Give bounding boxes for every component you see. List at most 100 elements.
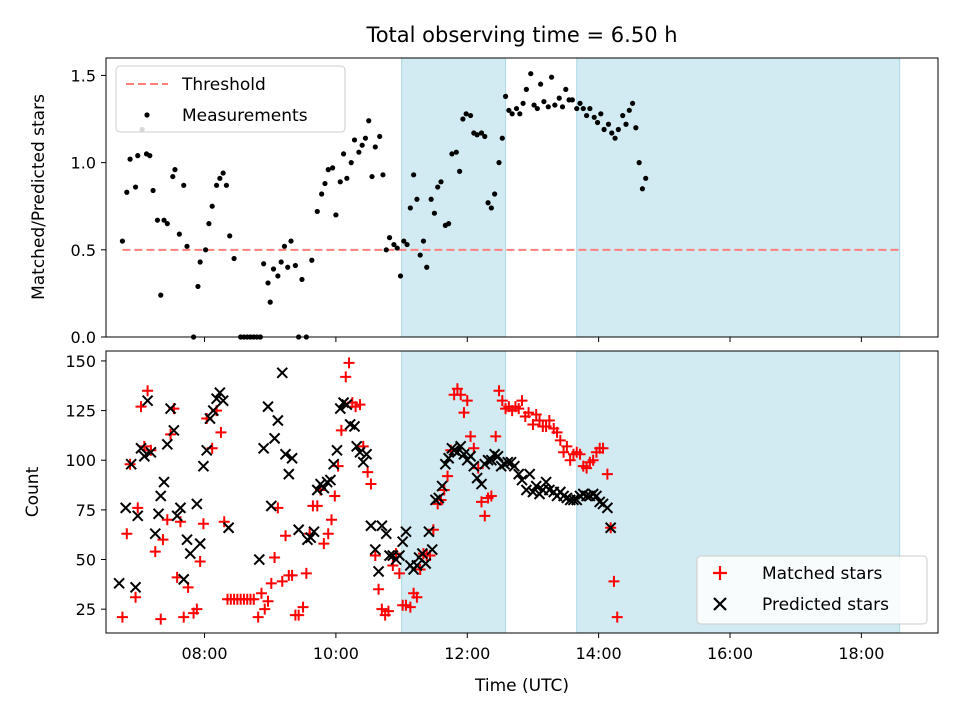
predicted-star-marker xyxy=(283,468,295,480)
measurement-point xyxy=(453,149,459,155)
predicted-star-marker xyxy=(174,502,187,514)
measurement-point xyxy=(330,165,336,171)
matched-star-marker xyxy=(343,357,355,369)
measurement-point xyxy=(325,167,331,173)
measurement-point xyxy=(633,125,639,131)
measurement-point xyxy=(513,105,520,112)
predicted-star-marker xyxy=(265,500,278,512)
matched-star-marker xyxy=(197,518,209,530)
bottom-y-tick-label: 75 xyxy=(76,501,96,520)
predicted-star-marker xyxy=(210,392,223,405)
predicted-star-marker xyxy=(527,486,539,498)
matched-star-marker xyxy=(543,415,555,427)
matched-star-marker xyxy=(540,420,552,432)
matched-star-marker xyxy=(561,440,573,452)
measurement-point xyxy=(467,112,474,119)
predicted-star-marker xyxy=(292,524,305,536)
predicted-star-marker xyxy=(442,452,455,464)
measurement-point xyxy=(285,264,291,270)
predicted-star-marker xyxy=(141,394,154,407)
measurement-point xyxy=(636,160,642,166)
predicted-star-marker xyxy=(152,508,165,520)
measurement-point xyxy=(154,217,161,223)
matched-star-marker xyxy=(194,556,206,568)
predicted-star-marker xyxy=(393,549,406,562)
predicted-star-marker xyxy=(327,458,340,470)
matched-star-marker xyxy=(601,468,613,480)
x-tick-label: 08:00 xyxy=(181,644,227,663)
measurement-point xyxy=(401,238,407,244)
predicted-star-marker xyxy=(360,448,373,460)
matched-star-marker xyxy=(155,613,167,625)
matched-star-marker xyxy=(411,591,423,603)
legend-measurements-label: Measurements xyxy=(182,106,308,126)
measurement-point xyxy=(333,212,339,218)
measurement-point xyxy=(485,200,491,206)
measurement-point xyxy=(643,175,649,181)
predicted-star-marker xyxy=(272,414,284,427)
predicted-star-marker xyxy=(439,458,452,470)
measurement-point xyxy=(457,168,463,174)
measurement-point xyxy=(609,130,615,136)
matched-star-marker xyxy=(130,591,142,603)
predicted-star-marker xyxy=(155,490,167,502)
measurement-point xyxy=(372,144,378,150)
matched-star-marker xyxy=(564,454,576,466)
measurement-point xyxy=(428,196,434,202)
predicted-star-marker xyxy=(516,474,528,486)
measurement-point xyxy=(261,261,267,267)
bottom-axis-ticks: 08:00 10:00 12:00 14:00 16:00 18:00 25 50 75 100 1… xyxy=(65,352,884,663)
measurement-point xyxy=(309,257,315,263)
matched-star-marker xyxy=(373,583,385,595)
matched-star-marker xyxy=(516,395,528,407)
measurement-point xyxy=(509,111,515,117)
measurement-point xyxy=(292,262,298,269)
predicted-star-marker xyxy=(191,498,203,510)
legend-matched-label: Matched stars xyxy=(762,564,882,584)
measurement-point xyxy=(556,95,562,101)
measurement-point xyxy=(545,104,551,110)
measurement-point xyxy=(383,247,389,253)
matched-star-marker xyxy=(276,575,288,587)
measurement-point xyxy=(482,133,488,140)
predicted-star-marker xyxy=(396,535,409,548)
measurement-point xyxy=(594,119,601,126)
measurement-point xyxy=(213,182,220,188)
measurement-point xyxy=(386,235,393,241)
measurement-point xyxy=(362,135,369,141)
predicted-star-marker xyxy=(433,492,445,504)
measurement-point xyxy=(492,191,498,197)
matched-star-marker xyxy=(611,611,623,623)
measurement-point xyxy=(366,118,372,124)
legend-matched-swatch xyxy=(713,566,727,580)
measurement-point xyxy=(319,191,325,197)
measurement-point xyxy=(356,149,362,155)
predicted-star-marker xyxy=(357,456,369,468)
predicted-star-marker xyxy=(217,394,229,407)
predicted-star-marker xyxy=(257,442,270,455)
matched-star-marker xyxy=(369,550,381,562)
matched-star-marker xyxy=(513,403,525,415)
measurement-point xyxy=(217,175,223,181)
measurement-point xyxy=(446,221,452,227)
legend-measurements-swatch xyxy=(144,112,150,118)
measurement-point xyxy=(227,233,233,239)
measurement-point xyxy=(322,180,328,187)
predicted-star-marker xyxy=(331,444,343,457)
chart-title: Total observing time = 6.50 h xyxy=(365,23,677,47)
matched-star-marker xyxy=(215,426,227,438)
measurement-point xyxy=(161,217,167,223)
matched-star-marker xyxy=(479,510,491,522)
matched-star-marker xyxy=(455,389,467,401)
predicted-star-marker xyxy=(262,400,274,413)
x-tick-label: 16:00 xyxy=(707,644,753,663)
measurement-point xyxy=(351,137,358,143)
matched-star-marker xyxy=(322,528,334,540)
measurement-point xyxy=(170,173,176,180)
matched-star-marker xyxy=(551,426,563,438)
measurement-point xyxy=(203,247,209,253)
predicted-star-marker xyxy=(354,446,366,458)
predicted-star-marker xyxy=(204,412,216,425)
predicted-star-marker xyxy=(311,484,323,496)
bottom-panel: 08:00 10:00 12:00 14:00 16:00 18:00 25 50 75 100 1… xyxy=(23,350,939,696)
